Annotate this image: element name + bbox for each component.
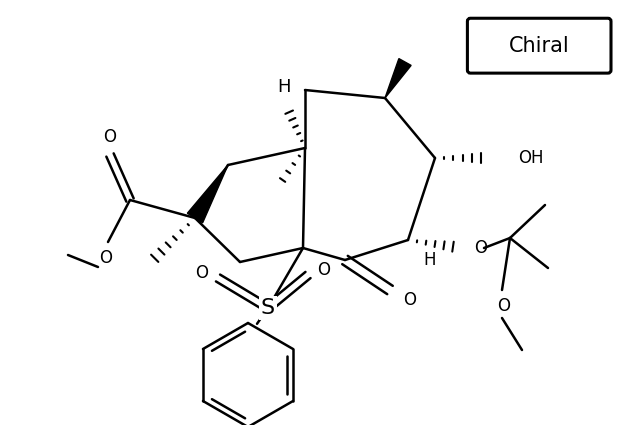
Text: Chiral: Chiral: [509, 36, 570, 56]
Text: H: H: [424, 251, 436, 269]
Polygon shape: [188, 165, 228, 223]
Text: O: O: [99, 249, 113, 267]
Text: O: O: [403, 291, 417, 309]
Polygon shape: [385, 59, 411, 98]
Text: S: S: [261, 298, 275, 318]
Text: OH: OH: [518, 149, 543, 167]
Text: O: O: [317, 261, 330, 279]
Text: O: O: [195, 264, 209, 282]
FancyBboxPatch shape: [467, 18, 611, 73]
Text: O: O: [474, 239, 487, 257]
Text: O: O: [104, 128, 116, 146]
Text: H: H: [277, 78, 291, 96]
Text: O: O: [497, 297, 511, 315]
